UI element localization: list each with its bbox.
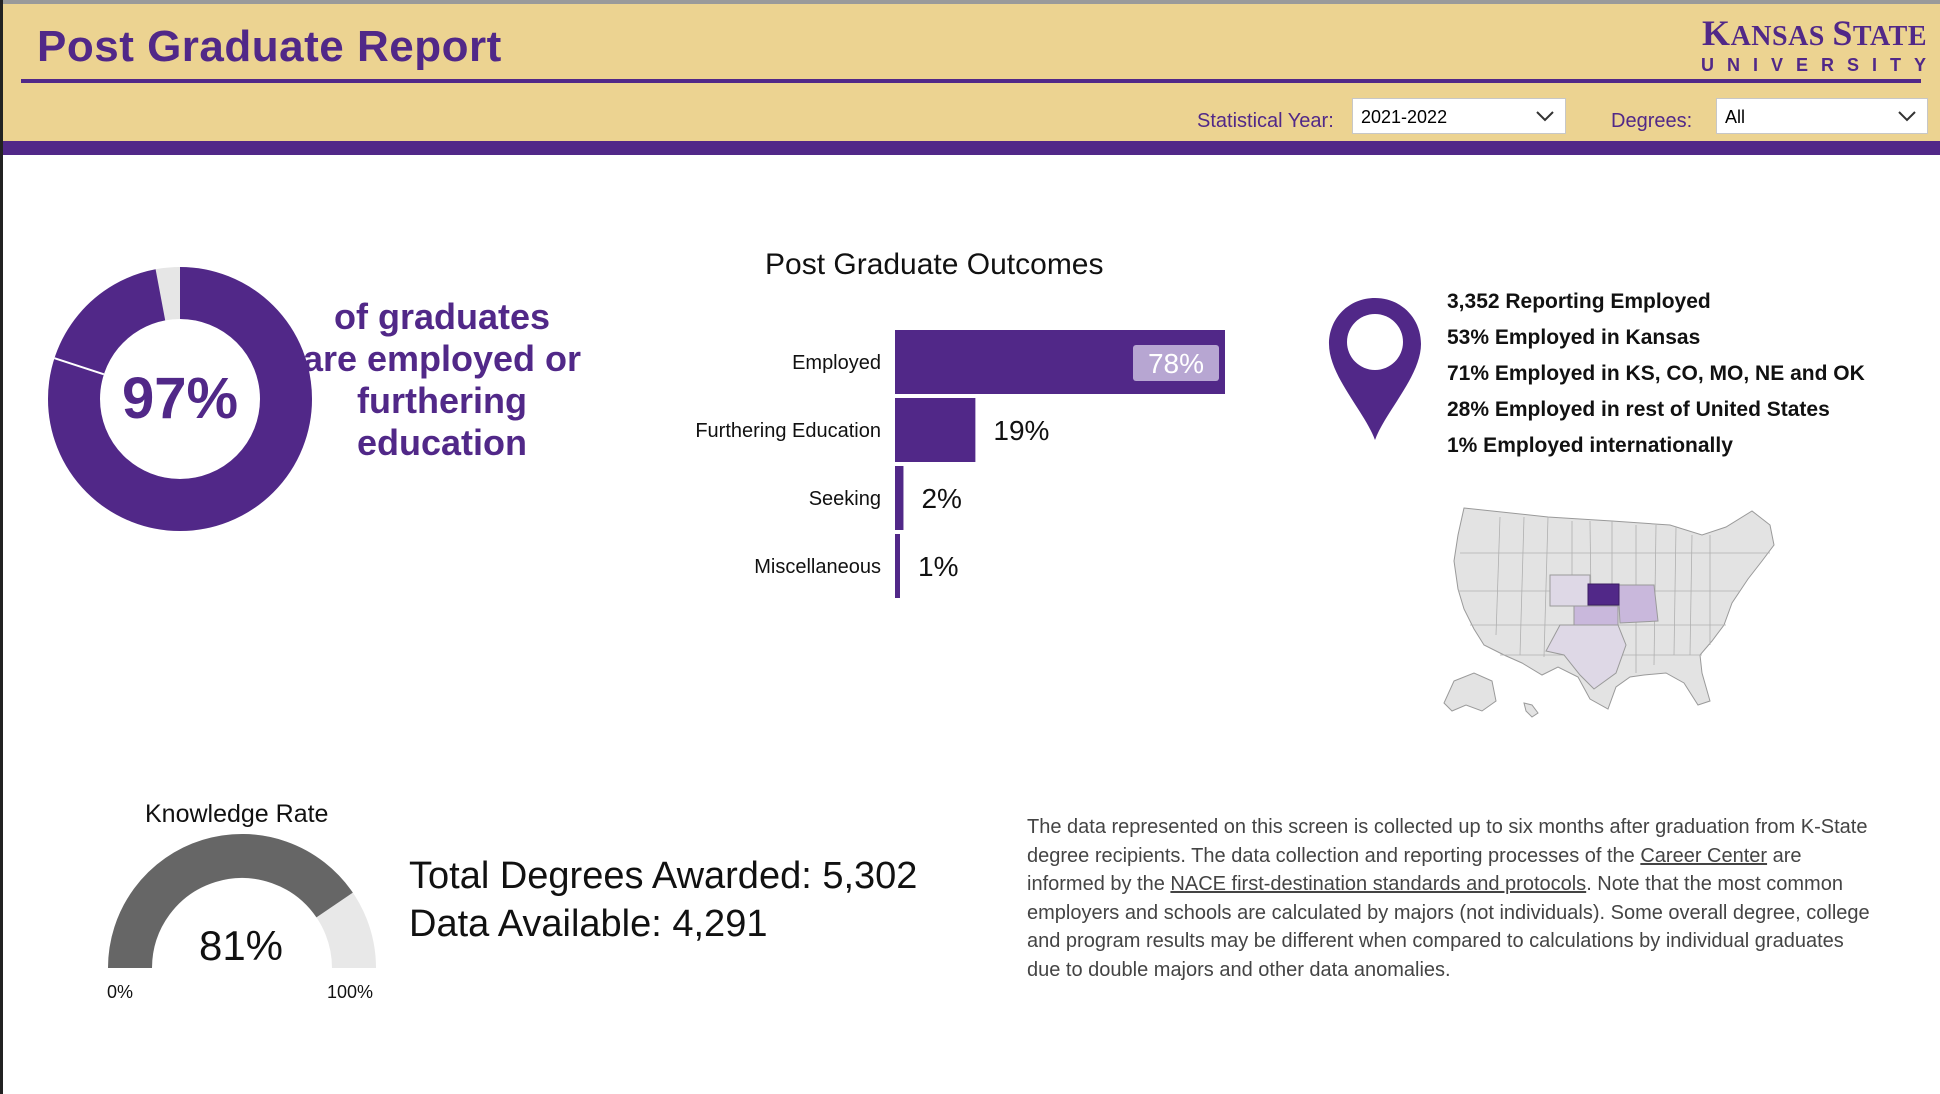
- donut-separator: [54, 357, 105, 376]
- colorado-region: [1549, 574, 1591, 607]
- note-text-2: are informed by the: [1027, 844, 1802, 896]
- data-disclaimer: The data represented on this screen is c…: [1027, 813, 1877, 984]
- stat-employed-us: 28% Employed in rest of United States: [1447, 398, 1830, 421]
- statistical-year-label: Statistical Year:: [1197, 110, 1334, 132]
- bar-data-label: 78%: [1148, 348, 1204, 379]
- employment-stats: 3,352 Reporting Employed 53% Employed in…: [1447, 284, 1865, 464]
- logo-letters: TATE: [1852, 21, 1927, 52]
- bar-category-label: Furthering Education: [695, 420, 881, 442]
- bar-category-label: Seeking: [809, 488, 881, 510]
- outcomes-bar-chart[interactable]: Employed 78% Furthering Education 19% Seekin…: [640, 320, 1280, 610]
- note-text-3: . Note that the most common employers an…: [1027, 873, 1870, 981]
- stat-employed-kansas: 53% Employed in Kansas: [1447, 326, 1701, 349]
- degrees-dropdown[interactable]: All: [1716, 98, 1928, 134]
- outcomes-chart-title: Post Graduate Outcomes: [765, 248, 1104, 281]
- logo-letter: K: [1702, 13, 1731, 53]
- logo-subtitle: UNIVERSITY: [1700, 55, 1939, 75]
- gauge-min-label: 0%: [107, 982, 134, 1002]
- outcome-donut-chart[interactable]: [48, 267, 312, 531]
- stat-reporting-employed: 3,352 Reporting Employed: [1447, 290, 1711, 313]
- degrees-value: All: [1725, 107, 1746, 127]
- bar[interactable]: [895, 466, 904, 530]
- header-accent-bar: [3, 141, 1940, 155]
- hawaii: [1523, 702, 1539, 718]
- gauge-fill: [108, 834, 353, 969]
- knowledge-rate-gauge[interactable]: [100, 830, 390, 980]
- chevron-down-icon: [1536, 111, 1554, 122]
- bar[interactable]: [895, 398, 976, 462]
- alaska: [1443, 672, 1497, 712]
- degree-totals: Total Degrees Awarded: 5,302 Data Availa…: [409, 852, 917, 948]
- degrees-label: Degrees:: [1611, 110, 1693, 132]
- statistical-year-value: 2021-2022: [1361, 107, 1448, 127]
- university-logo[interactable]: KANSAS STATE UNIVERSITY: [1701, 14, 1927, 74]
- logo-wordmark: KANSAS STATE: [1701, 14, 1927, 56]
- bar-data-label: 2%: [921, 483, 961, 514]
- kansas-region: [1587, 583, 1620, 606]
- bar-category-label: Miscellaneous: [754, 556, 881, 578]
- logo-letter: S: [1832, 13, 1853, 53]
- nace-standards-link[interactable]: NACE first-destination standards and pro…: [1170, 873, 1587, 895]
- data-label-background: [1133, 345, 1219, 381]
- donut-caption: of graduates are employed or furthering …: [302, 296, 582, 463]
- note-text-1: The data represented on this screen is c…: [1027, 816, 1868, 867]
- missouri-region: [1617, 584, 1659, 624]
- bar-data-label: 19%: [993, 415, 1049, 446]
- career-center-link[interactable]: Career Center: [1640, 844, 1768, 867]
- page-title: Post Graduate Report: [37, 22, 502, 71]
- window-left-edge: [0, 0, 3, 1094]
- title-divider: [21, 79, 1921, 83]
- bar[interactable]: [895, 534, 900, 598]
- gauge-title: Knowledge Rate: [145, 800, 329, 828]
- texas-region: [1545, 624, 1627, 690]
- bar-category-label: Employed: [792, 352, 881, 374]
- logo-letters: ANSAS: [1730, 21, 1833, 52]
- statistical-year-dropdown[interactable]: 2021-2022: [1352, 98, 1566, 134]
- donut-percent: 97%: [121, 366, 239, 431]
- us-map[interactable]: [1440, 505, 1790, 720]
- donut-value-arc: [48, 267, 312, 531]
- total-degrees-awarded: Total Degrees Awarded: 5,302: [409, 855, 918, 897]
- chevron-down-icon: [1898, 111, 1916, 122]
- map-pin-icon: [1329, 298, 1421, 440]
- bar-data-label: 1%: [918, 551, 958, 582]
- stat-employed-international: 1% Employed internationally: [1447, 434, 1733, 457]
- data-available: Data Available: 4,291: [409, 903, 768, 945]
- oklahoma-region: [1573, 605, 1619, 626]
- window-top-edge: [0, 0, 1940, 4]
- stat-employed-region: 71% Employed in KS, CO, MO, NE and OK: [1447, 362, 1865, 385]
- report-header: Post Graduate Report KANSAS STATE UNIVER…: [3, 4, 1940, 141]
- gauge-max-label: 100%: [327, 982, 374, 1002]
- gauge-value: 81%: [198, 922, 284, 969]
